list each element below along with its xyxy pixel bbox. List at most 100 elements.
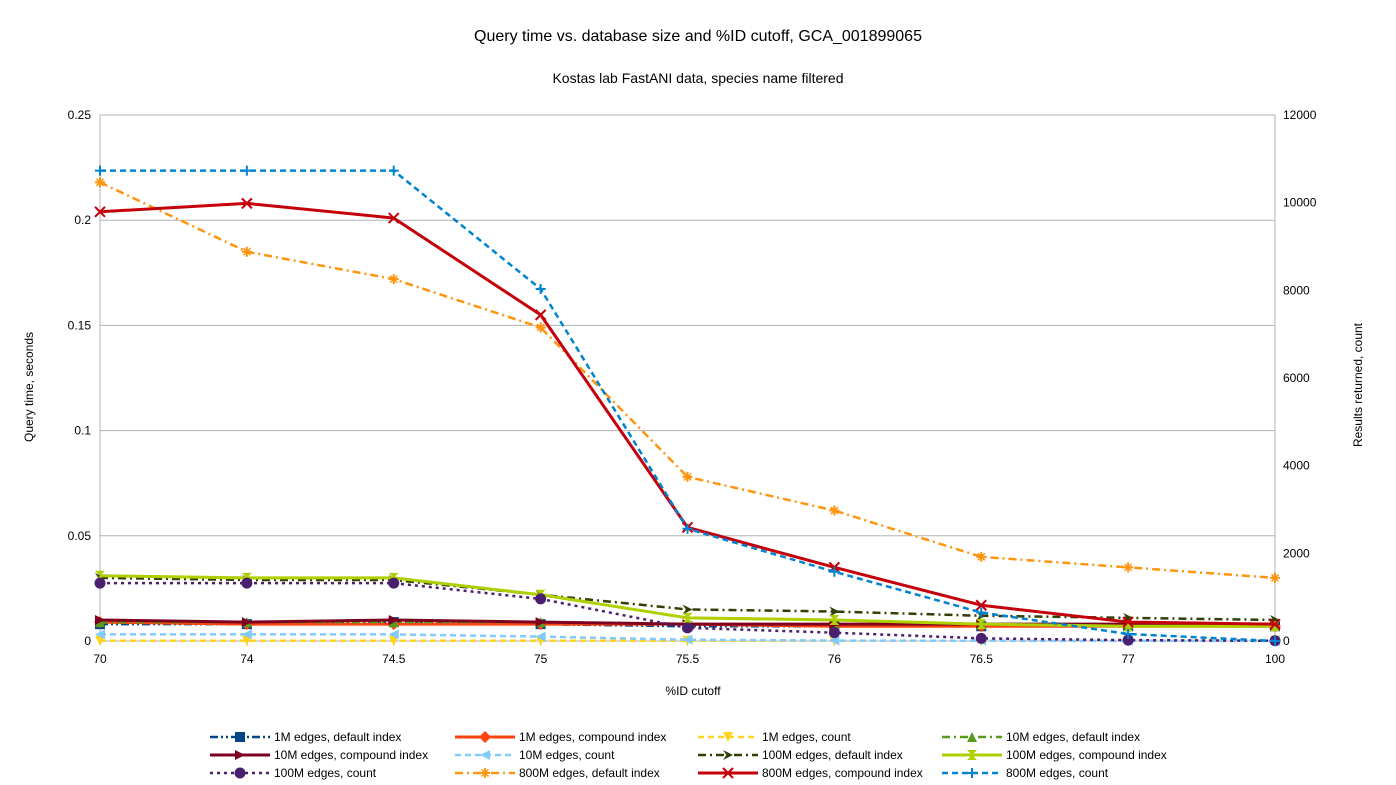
marker-stroke — [95, 178, 105, 187]
series-marker — [682, 612, 693, 623]
legend-item: 800M edges, compound index — [698, 766, 923, 780]
series-marker — [967, 768, 977, 778]
legend-item: 1M edges, compound index — [455, 730, 666, 744]
series-marker — [241, 165, 252, 176]
x-tick-label: 100 — [1265, 652, 1285, 666]
series-marker — [388, 635, 399, 646]
series-marker — [241, 635, 252, 646]
y2-tick-label: 0 — [1283, 634, 1290, 648]
y-tick-label: 0 — [84, 634, 91, 648]
legend-label: 800M edges, count — [1006, 766, 1109, 780]
series-marker — [723, 750, 733, 760]
series-marker — [235, 732, 245, 742]
legend-item: 100M edges, compound index — [942, 748, 1167, 762]
legend-item: 10M edges, default index — [942, 730, 1140, 744]
series-marker — [95, 177, 105, 188]
series-marker — [94, 577, 106, 589]
series-marker — [535, 631, 546, 642]
series-marker — [1122, 634, 1134, 646]
legend-item: 100M edges, count — [210, 766, 377, 780]
marker-stroke — [241, 197, 253, 210]
marker-stroke — [242, 247, 251, 256]
x-tick-label: 74 — [240, 652, 254, 666]
legend-item: 100M edges, default index — [698, 748, 903, 762]
marker-stroke — [388, 212, 400, 224]
series-marker — [95, 635, 105, 646]
legend-label: 800M edges, default index — [519, 766, 660, 780]
series-marker — [723, 732, 733, 742]
series-marker — [967, 750, 977, 760]
series-marker — [976, 619, 987, 630]
series-marker — [95, 165, 105, 176]
legend-label: 1M edges, default index — [274, 730, 401, 744]
legend-label: 800M edges, compound index — [762, 766, 923, 780]
x-tick-label: 75.5 — [676, 652, 700, 666]
marker-stroke — [1269, 618, 1281, 630]
series-marker — [94, 206, 106, 218]
series-marker — [388, 165, 399, 176]
legend-item: 1M edges, count — [698, 730, 851, 744]
marker-stroke — [94, 206, 106, 218]
y-tick-label: 0.2 — [74, 213, 91, 227]
series-marker — [829, 614, 840, 625]
series-marker — [1123, 562, 1134, 573]
marker-stroke — [975, 599, 987, 611]
series-marker — [388, 212, 400, 224]
series-marker — [975, 599, 987, 611]
legend-label: 100M edges, compound index — [1006, 748, 1167, 762]
y2-tick-label: 10000 — [1283, 196, 1317, 210]
series-marker — [234, 767, 246, 779]
series-marker — [976, 551, 987, 562]
y2-tick-label: 12000 — [1283, 108, 1317, 122]
marker-stroke — [536, 323, 545, 332]
series-marker — [975, 632, 987, 644]
series-marker — [388, 629, 399, 640]
series-line — [99, 201, 1276, 626]
y-tick-label: 0.15 — [68, 318, 92, 332]
y2-tick-label: 4000 — [1283, 459, 1310, 473]
series-marker — [535, 617, 546, 628]
x-axis-label: %ID cutoff — [665, 684, 721, 698]
marker-stroke — [389, 275, 398, 284]
legend-item: 800M edges, count — [942, 766, 1109, 780]
series-marker — [976, 607, 987, 618]
series-marker — [682, 471, 693, 482]
series-marker — [534, 309, 547, 321]
series-marker — [828, 627, 840, 639]
marker-stroke — [683, 472, 692, 481]
series-marker — [95, 629, 105, 640]
y2-tick-label: 6000 — [1283, 371, 1310, 385]
y-tick-label: 0.05 — [68, 529, 92, 543]
series-marker — [829, 606, 840, 617]
series-marker — [682, 604, 693, 615]
series-marker — [235, 750, 245, 760]
marker-stroke — [830, 506, 839, 515]
y-tick-label: 0.1 — [74, 424, 91, 438]
series-marker — [682, 523, 693, 534]
y2-tick-label: 8000 — [1283, 283, 1310, 297]
y2-tick-label: 2000 — [1283, 546, 1310, 560]
y-axis-label: Query time, seconds — [22, 332, 36, 442]
series-marker — [479, 731, 491, 743]
series-marker — [829, 566, 840, 577]
tick-labels: 0 0.05 0.1 0.15 0.2 0.25 0 2000 4000 6000 8000 1000… — [68, 108, 1317, 666]
series-marker — [95, 614, 105, 625]
legend-label: 10M edges, compound index — [274, 748, 428, 762]
series-marker — [1123, 628, 1134, 639]
series-marker — [1269, 618, 1281, 630]
legend-item: 1M edges, default index — [210, 730, 401, 744]
series-marker — [241, 246, 252, 257]
marker-stroke — [1124, 563, 1133, 572]
series-line — [100, 169, 1276, 643]
legend-label: 1M edges, compound index — [519, 730, 666, 744]
legend-label: 10M edges, count — [519, 748, 615, 762]
series-group — [94, 165, 1281, 647]
y2-axis-label: Results returned, count — [1351, 322, 1365, 447]
series-9 — [95, 177, 1280, 583]
legend-label: 10M edges, default index — [1006, 730, 1140, 744]
series-marker — [480, 768, 490, 778]
chart-subtitle: Kostas lab FastANI data, species name fi… — [552, 70, 843, 86]
series-marker — [682, 634, 693, 645]
series-marker — [535, 322, 546, 333]
